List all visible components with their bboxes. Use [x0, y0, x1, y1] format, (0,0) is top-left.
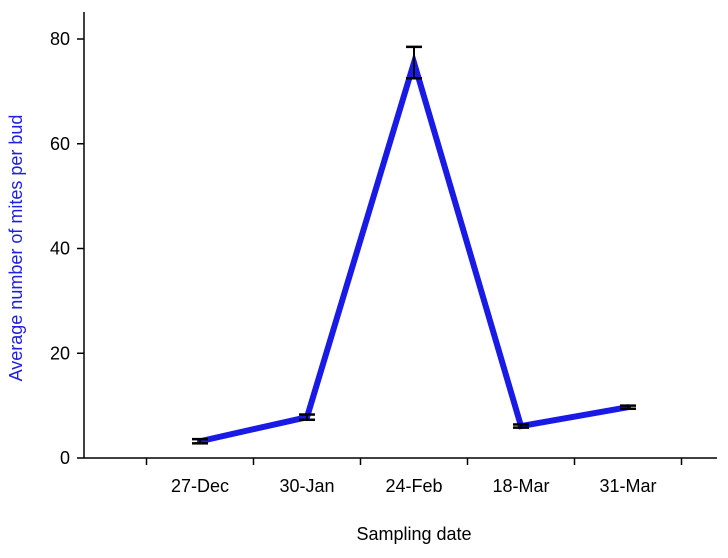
y-tick-label: 80: [50, 29, 70, 49]
x-axis-title: Sampling date: [356, 524, 471, 544]
y-tick-label: 20: [50, 343, 70, 363]
y-tick-label: 40: [50, 239, 70, 259]
x-tick-label: 27-Dec: [171, 476, 229, 496]
series-line: [197, 52, 631, 445]
y-axis-ticks: 0 20 40 60 80: [50, 29, 84, 468]
y-tick-label: 60: [50, 134, 70, 154]
x-tick-label: 24-Feb: [385, 476, 442, 496]
x-tick-label: 30-Jan: [279, 476, 334, 496]
y-tick-label: 0: [60, 448, 70, 468]
x-tick-label: 18-Mar: [492, 476, 549, 496]
x-axis-ticks: 27-Dec 30-Jan 24-Feb 18-Mar 31-Mar: [145, 458, 683, 496]
x-tick-label: 31-Mar: [599, 476, 656, 496]
y-axis-title: Average number of mites per bud: [6, 115, 26, 382]
series-group: [192, 45, 636, 445]
